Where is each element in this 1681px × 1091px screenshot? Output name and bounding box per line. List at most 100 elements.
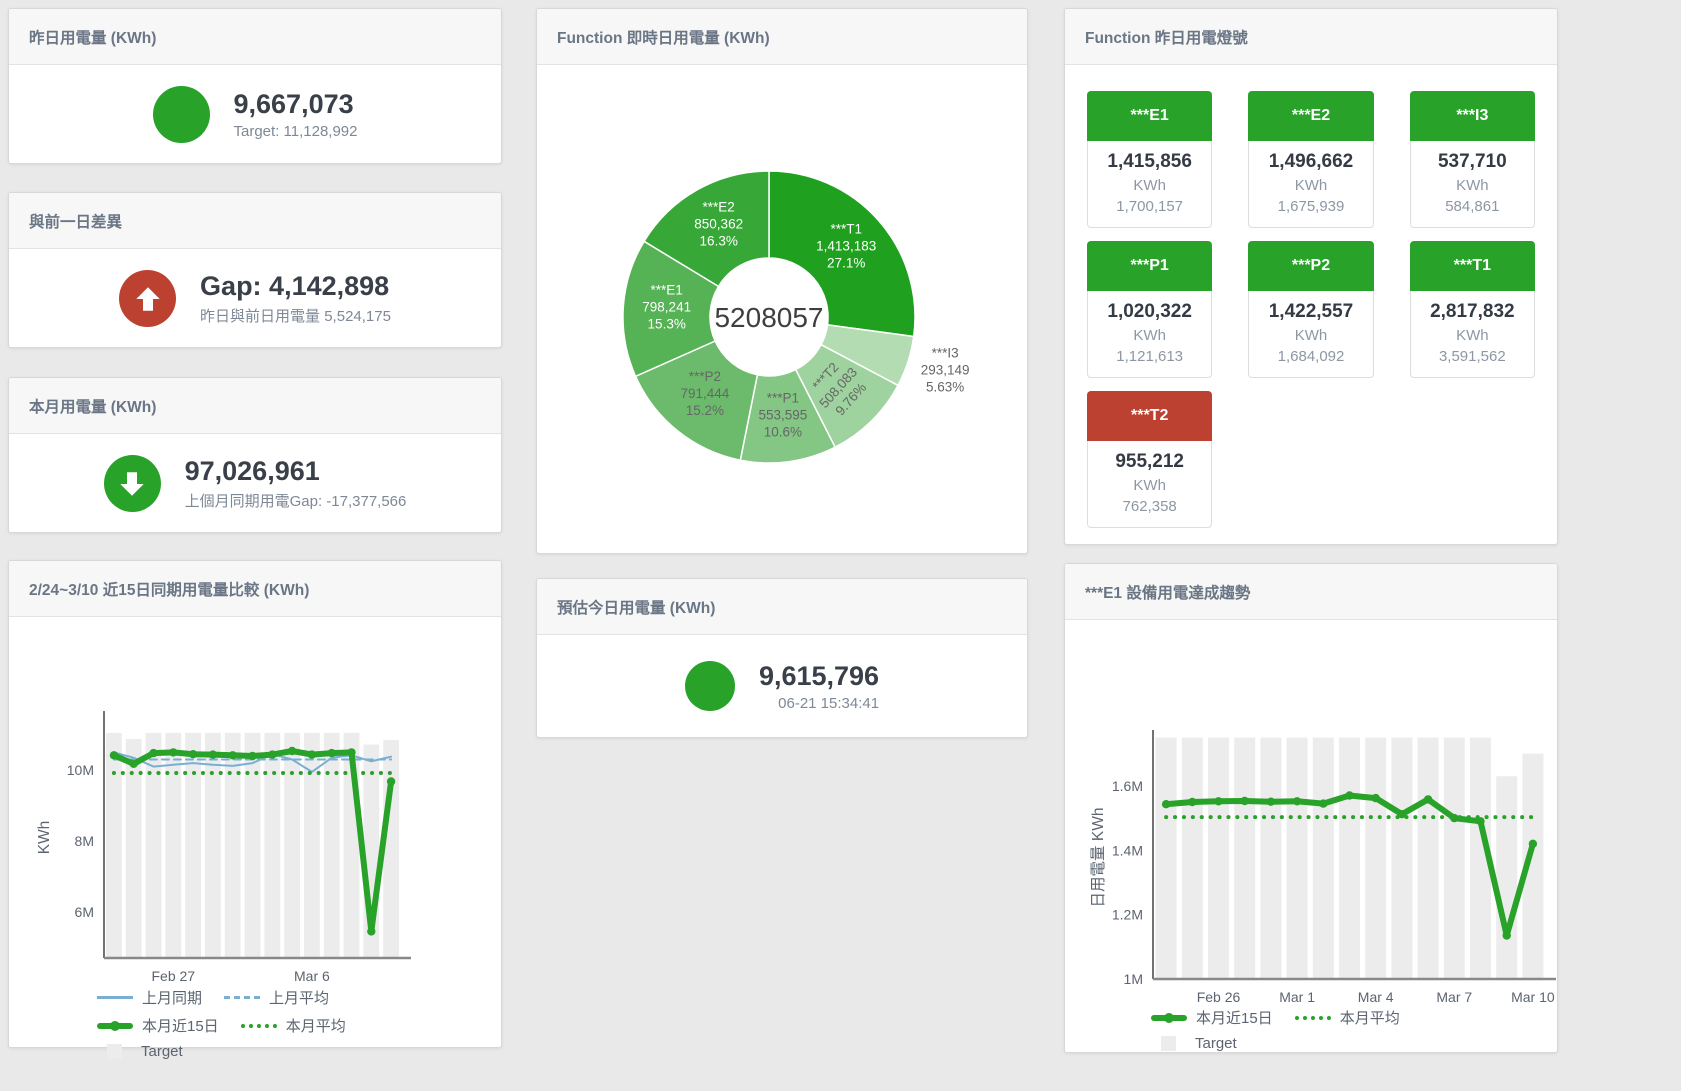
panel-yesterday-usage: 昨日用電量 (KWh) 9,667,073 Target: 11,128,992 — [8, 8, 502, 164]
svg-text:Mar 6: Mar 6 — [294, 968, 330, 982]
tile-target-value: 762,358 — [1122, 498, 1177, 515]
legend-item-solid-blue[interactable]: 上月同期 — [97, 987, 202, 1008]
legend-label: 上月平均 — [269, 990, 330, 1007]
lights-tiles: ***E1 1,415,856 KWh 1,700,157 ***E2 1,496,662… — [1065, 65, 1557, 528]
e1-trend-legend: 本月近15日 本月平均 Target — [1065, 1007, 1557, 1052]
svg-text:Feb 26: Feb 26 — [1197, 989, 1241, 1002]
legend-row: Target — [1151, 1035, 1557, 1052]
svg-text:Mar 4: Mar 4 — [1358, 989, 1394, 1002]
panel-realtime-usage-header[interactable]: Function 即時日用電量 (KWh) — [537, 9, 1027, 65]
svg-text:10M: 10M — [67, 762, 94, 778]
tile-value: 1,422,557 — [1268, 301, 1354, 322]
legend-dot-green-icon — [240, 1023, 277, 1028]
tile-body: 2,817,832 KWh 3,591,562 — [1409, 291, 1535, 378]
light-tile-E2: ***E2 1,496,662 KWh 1,675,939 — [1248, 91, 1374, 228]
panel-e1-trend-chart: ***E1 設備用電達成趨勢 1M 1.2M 1.4M 1.6M Feb 26 Mar 1… — [1064, 563, 1558, 1053]
legend-item-target[interactable]: Target — [1151, 1035, 1237, 1052]
tile-target-value: 1,121,613 — [1116, 348, 1184, 365]
realtime-usage-donut-chart: ***T1 1,413,183 27.1%***I3 293,149 5.63%***T… — [622, 170, 970, 464]
legend-item-thick-green[interactable]: 本月近15日 — [97, 1015, 219, 1036]
svg-text:1.4M: 1.4M — [1112, 842, 1143, 858]
tile-name: ***I3 — [1409, 91, 1535, 141]
svg-text:Mar 10: Mar 10 — [1511, 989, 1555, 1002]
panel-title: 2/24~3/10 近15日同期用電量比較 (KWh) — [29, 581, 310, 599]
tile-target-value: 1,684,092 — [1277, 348, 1345, 365]
svg-text:1.6M: 1.6M — [1112, 778, 1143, 794]
tile-target-value: 1,675,939 — [1277, 198, 1345, 215]
down-arrow-icon — [103, 455, 161, 512]
legend-label: 上月同期 — [142, 990, 203, 1007]
panel-title: 與前一日差異 — [29, 213, 123, 231]
panel-prev-day-gap-header[interactable]: 與前一日差異 — [9, 193, 501, 249]
legend-row: 上月同期 上月平均 — [97, 987, 501, 1008]
light-tile-T1: ***T1 2,817,832 KWh 3,591,562 — [1409, 241, 1535, 378]
tile-name: ***T2 — [1087, 391, 1213, 441]
tile-name: ***E2 — [1248, 91, 1374, 141]
light-tile-P2: ***P2 1,422,557 KWh 1,684,092 — [1248, 241, 1374, 378]
svg-text:Feb 27: Feb 27 — [152, 968, 196, 982]
tile-body: 955,212 KWh 762,358 — [1087, 441, 1213, 528]
svg-text:6M: 6M — [75, 904, 94, 920]
legend-item-dash-blue[interactable]: 上月平均 — [224, 987, 329, 1008]
svg-text:8M: 8M — [75, 833, 94, 849]
tile-unit: KWh — [1294, 177, 1328, 194]
tile-body: 1,415,856 KWh 1,700,157 — [1087, 141, 1213, 228]
tile-unit: KWh — [1133, 477, 1166, 494]
legend-label: Target — [1195, 1035, 1237, 1052]
light-tile-T2: ***T2 955,212 KWh 762,358 — [1087, 391, 1213, 528]
svg-text:Mar 7: Mar 7 — [1436, 989, 1472, 1002]
tile-name: ***T1 — [1409, 241, 1535, 291]
panel-yesterday-usage-header[interactable]: 昨日用電量 (KWh) — [9, 9, 501, 65]
legend-row: Target — [97, 1043, 501, 1060]
panel-e1-trend-header[interactable]: ***E1 設備用電達成趨勢 — [1065, 564, 1557, 620]
legend-item-thick-green[interactable]: 本月近15日 — [1151, 1007, 1273, 1028]
tile-body: 1,422,557 KWh 1,684,092 — [1248, 291, 1374, 378]
tile-value: 2,817,832 — [1430, 301, 1515, 322]
compare-line-chart: 6M 8M 10M Feb 27 Mar 6 KWh — [36, 711, 411, 984]
legend-item-dot-green[interactable]: 本月平均 — [1294, 1007, 1400, 1028]
tile-value: 1,496,662 — [1268, 151, 1354, 172]
panel-realtime-usage-donut: Function 即時日用電量 (KWh) ***T1 1,413,183 27.1… — [536, 8, 1028, 554]
legend-label: 本月近15日 — [142, 1018, 219, 1035]
panel-title: 預估今日用電量 (KWh) — [557, 599, 716, 617]
panel-yesterday-lights-header[interactable]: Function 昨日用電燈號 — [1065, 9, 1557, 65]
tile-name: ***P1 — [1087, 241, 1213, 291]
svg-text:1M: 1M — [1124, 971, 1143, 987]
light-tile-I3: ***I3 537,710 KWh 584,861 — [1409, 91, 1535, 228]
panel-title: Function 即時日用電量 (KWh) — [557, 29, 770, 47]
legend-thick-green-icon — [97, 1020, 133, 1031]
legend-label: 本月平均 — [1339, 1010, 1400, 1027]
legend-dot-green-icon — [1294, 1015, 1331, 1020]
tile-body: 537,710 KWh 584,861 — [1409, 141, 1535, 228]
svg-text:Mar 1: Mar 1 — [1279, 989, 1315, 1002]
light-tile-E1: ***E1 1,415,856 KWh 1,700,157 — [1087, 91, 1213, 228]
tile-unit: KWh — [1133, 177, 1166, 194]
tile-unit: KWh — [1133, 327, 1166, 344]
tile-unit: KWh — [1456, 327, 1489, 344]
panel-month-usage-header[interactable]: 本月用電量 (KWh) — [9, 378, 501, 434]
panel-compare-chart-header[interactable]: 2/24~3/10 近15日同期用電量比較 (KWh) — [9, 561, 501, 617]
stat-subtitle: Target: 11,128,992 — [233, 123, 358, 140]
legend-solid-blue-icon — [97, 996, 133, 999]
tile-unit: KWh — [1456, 177, 1489, 194]
status-circle-green — [152, 86, 210, 143]
legend-label: 本月近15日 — [1196, 1010, 1273, 1027]
light-tile-P1: ***P1 1,020,322 KWh 1,121,613 — [1087, 241, 1213, 378]
stat-value: 9,667,073 — [233, 89, 354, 119]
stat-subtitle: 上個月同期用電Gap: -17,377,566 — [184, 493, 407, 510]
legend-item-target[interactable]: Target — [97, 1043, 183, 1060]
svg-text:5208057: 5208057 — [714, 302, 823, 333]
e1-trend-line-chart: 1M 1.2M 1.4M 1.6M Feb 26 Mar 1 Mar 4 Mar 7 Mar 1… — [1090, 730, 1556, 1005]
legend-item-dot-green[interactable]: 本月平均 — [240, 1015, 346, 1036]
compare-chart-legend: 上月同期 上月平均本月近15日 本月平均 Target — [9, 987, 501, 1060]
svg-text:1.2M: 1.2M — [1112, 907, 1143, 923]
panel-estimate-today-header[interactable]: 預估今日用電量 (KWh) — [537, 579, 1027, 635]
legend-dash-blue-icon — [224, 996, 261, 999]
panel-title: ***E1 設備用電達成趨勢 — [1085, 584, 1251, 602]
panel-prev-day-gap: 與前一日差異 Gap: 4,142,898 昨日與前日用電量 5,524,175 — [8, 192, 502, 348]
tile-value: 1,415,856 — [1107, 151, 1192, 172]
tile-body: 1,020,322 KWh 1,121,613 — [1087, 291, 1213, 378]
